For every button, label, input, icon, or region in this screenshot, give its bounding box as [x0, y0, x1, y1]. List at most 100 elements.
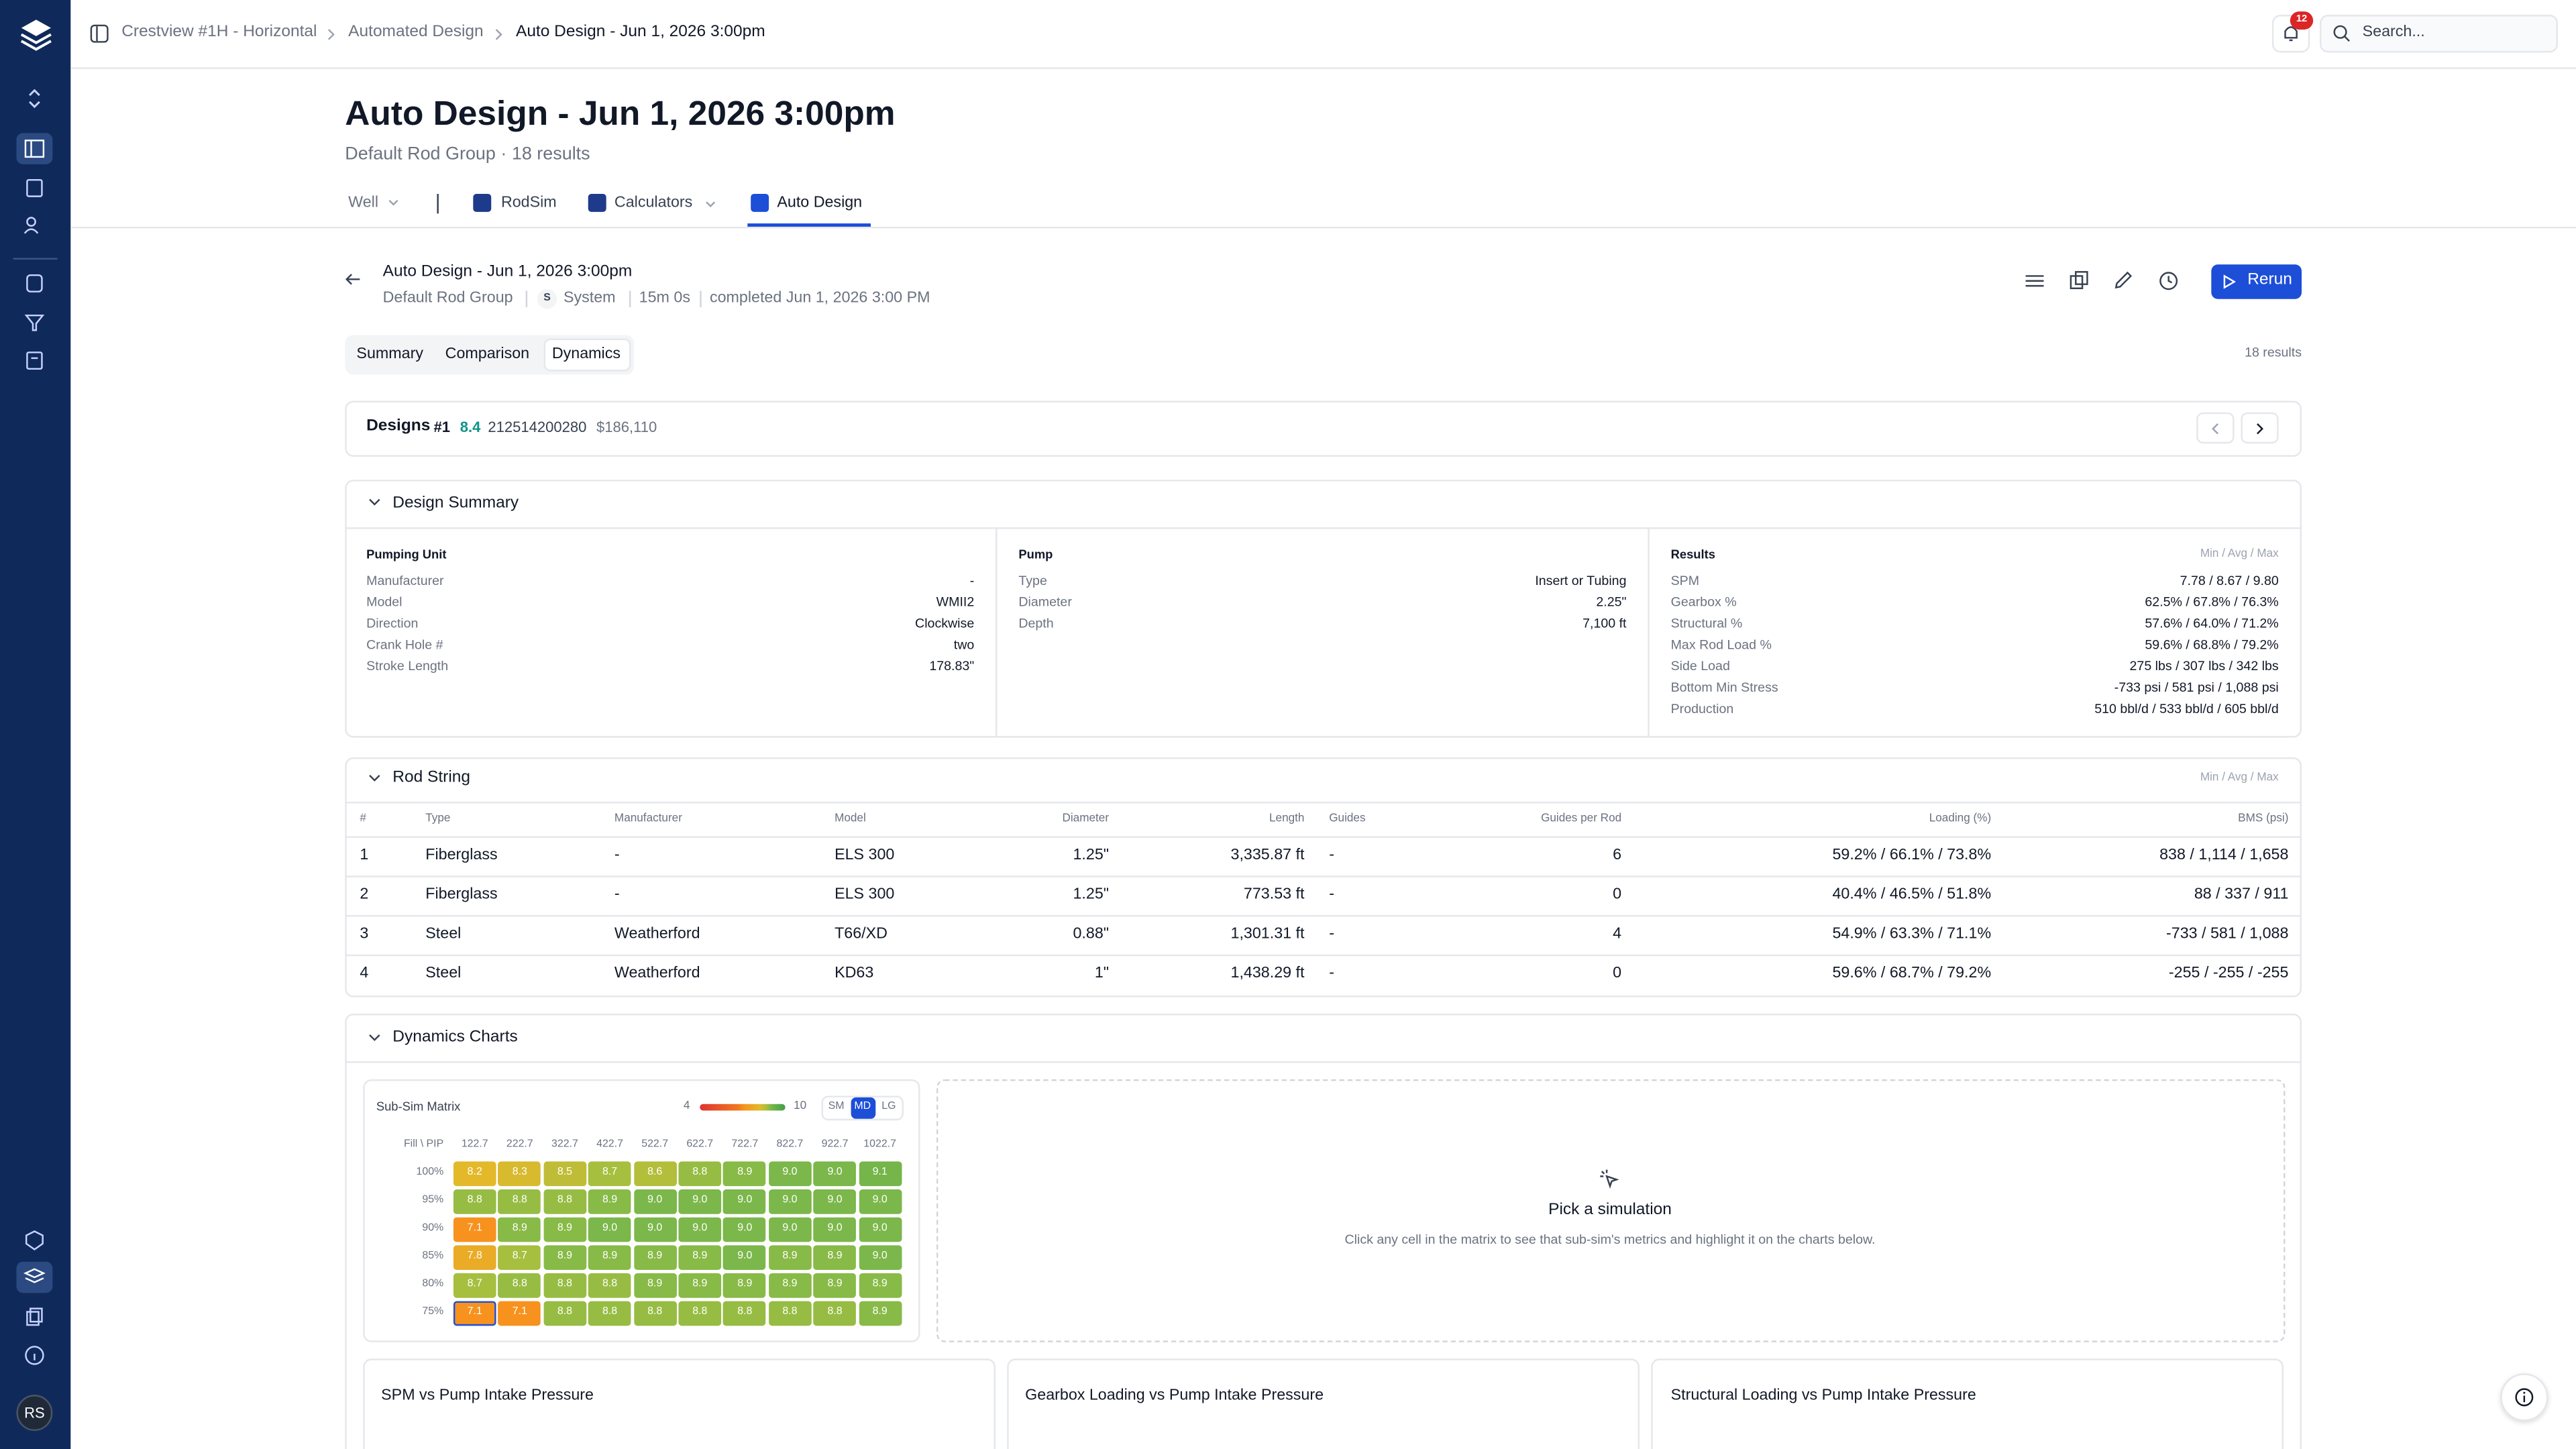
matrix-cell[interactable] — [633, 1188, 676, 1214]
nav-icon[interactable] — [26, 352, 43, 370]
matrix-cell[interactable] — [633, 1300, 676, 1326]
matrix-cell[interactable] — [588, 1300, 631, 1326]
matrix-cell[interactable] — [858, 1244, 902, 1269]
matrix-cell[interactable] — [678, 1188, 722, 1214]
nav-icon[interactable] — [23, 217, 44, 235]
matrix-cell[interactable] — [768, 1188, 812, 1214]
matrix-cell[interactable] — [813, 1188, 857, 1214]
matrix-cell[interactable] — [678, 1161, 722, 1185]
matrix-cell[interactable] — [453, 1161, 496, 1185]
matrix-cell[interactable] — [858, 1161, 902, 1185]
matrix-cell[interactable] — [453, 1216, 496, 1242]
matrix-cell[interactable] — [543, 1272, 586, 1297]
matrix-cell[interactable] — [768, 1244, 812, 1269]
copy-icon[interactable] — [2070, 271, 2088, 290]
matrix-cell[interactable] — [588, 1244, 631, 1269]
matrix-cell[interactable] — [813, 1216, 857, 1242]
collapse-icon[interactable] — [368, 1033, 382, 1043]
collapse-icon[interactable] — [368, 498, 382, 508]
matrix-cell[interactable] — [543, 1188, 586, 1214]
matrix-cell[interactable] — [678, 1300, 722, 1326]
matrix-cell[interactable] — [588, 1188, 631, 1214]
size-option[interactable]: MD — [854, 1100, 871, 1112]
size-option[interactable]: LG — [881, 1100, 896, 1112]
nav-tab[interactable]: Calculators — [614, 193, 693, 212]
rerun-button[interactable] — [2211, 264, 2302, 299]
matrix-cell[interactable] — [723, 1272, 767, 1297]
matrix-cell[interactable] — [543, 1161, 586, 1185]
nav-icon[interactable] — [23, 1268, 46, 1287]
matrix-cell[interactable] — [678, 1272, 722, 1297]
view-tab[interactable]: Dynamics — [551, 345, 621, 364]
matrix-cell[interactable] — [588, 1161, 631, 1185]
view-tab[interactable]: Comparison — [445, 345, 530, 364]
matrix-cell[interactable] — [453, 1188, 496, 1214]
matrix-cell[interactable] — [768, 1272, 812, 1297]
matrix-cell[interactable] — [543, 1300, 586, 1326]
nav-tab[interactable]: Well — [348, 193, 379, 212]
search-box[interactable] — [2319, 15, 2559, 53]
matrix-cell[interactable] — [498, 1188, 541, 1214]
matrix-cell[interactable] — [453, 1300, 496, 1326]
nav-icon[interactable] — [26, 178, 43, 197]
matrix-cell[interactable] — [723, 1244, 767, 1269]
matrix-cell[interactable] — [633, 1161, 676, 1185]
matrix-cell[interactable] — [453, 1244, 496, 1269]
history-icon[interactable] — [2159, 271, 2178, 290]
nav-icon[interactable] — [24, 314, 45, 332]
matrix-cell[interactable] — [453, 1272, 496, 1297]
nav-icon[interactable] — [24, 140, 45, 158]
matrix-cell[interactable] — [543, 1244, 586, 1269]
matrix-cell[interactable] — [498, 1216, 541, 1242]
nav-icon[interactable] — [25, 1230, 44, 1250]
avatar[interactable] — [16, 1395, 53, 1432]
matrix-cell[interactable] — [633, 1244, 676, 1269]
nav-icon[interactable] — [25, 1346, 44, 1365]
matrix-cell[interactable] — [723, 1216, 767, 1242]
matrix-cell[interactable] — [678, 1244, 722, 1269]
matrix-cell[interactable] — [858, 1272, 902, 1297]
matrix-cell[interactable] — [633, 1272, 676, 1297]
collapse-icon[interactable] — [368, 773, 382, 784]
sidebar-toggle[interactable] — [26, 89, 42, 109]
nav-active[interactable] — [16, 133, 53, 164]
nav-tab[interactable]: RodSim — [500, 193, 557, 212]
matrix-cell[interactable] — [723, 1300, 767, 1326]
settings-icon[interactable] — [2025, 273, 2044, 289]
edit-icon[interactable] — [2114, 271, 2133, 289]
matrix-cell[interactable] — [498, 1272, 541, 1297]
prev-button[interactable] — [2196, 412, 2235, 444]
matrix-cell[interactable] — [858, 1300, 902, 1326]
matrix-cell[interactable] — [633, 1216, 676, 1242]
matrix-cell[interactable] — [858, 1216, 902, 1242]
matrix-cell[interactable] — [768, 1216, 812, 1242]
matrix-cell[interactable] — [723, 1161, 767, 1185]
nav-tab[interactable]: Auto Design — [777, 193, 863, 212]
matrix-cell[interactable] — [813, 1272, 857, 1297]
matrix-cell[interactable] — [498, 1300, 541, 1326]
size-active[interactable] — [851, 1097, 876, 1119]
breadcrumb-item[interactable]: Automated Design — [348, 23, 484, 42]
matrix-cell[interactable] — [498, 1161, 541, 1185]
view-tab[interactable]: Summary — [356, 345, 423, 364]
next-button[interactable] — [2241, 412, 2279, 444]
breadcrumb-item[interactable]: Crestview #1H - Horizontal — [121, 23, 317, 42]
size-option[interactable]: SM — [828, 1100, 845, 1112]
back-arrow[interactable] — [345, 273, 360, 286]
nav-icon[interactable] — [26, 1307, 43, 1326]
matrix-cell[interactable] — [768, 1300, 812, 1326]
logo[interactable] — [18, 16, 54, 52]
panel-icon[interactable] — [90, 24, 109, 43]
matrix-cell[interactable] — [588, 1272, 631, 1297]
matrix-cell[interactable] — [543, 1216, 586, 1242]
matrix-cell[interactable] — [858, 1188, 902, 1214]
matrix-cell[interactable] — [768, 1161, 812, 1185]
matrix-cell[interactable] — [813, 1161, 857, 1185]
matrix-cell[interactable] — [588, 1216, 631, 1242]
matrix-cell[interactable] — [678, 1216, 722, 1242]
active-view-tab[interactable] — [543, 338, 631, 372]
nav-icon[interactable] — [26, 274, 43, 292]
matrix-cell[interactable] — [498, 1244, 541, 1269]
matrix-cell[interactable] — [813, 1244, 857, 1269]
matrix-cell[interactable] — [723, 1188, 767, 1214]
